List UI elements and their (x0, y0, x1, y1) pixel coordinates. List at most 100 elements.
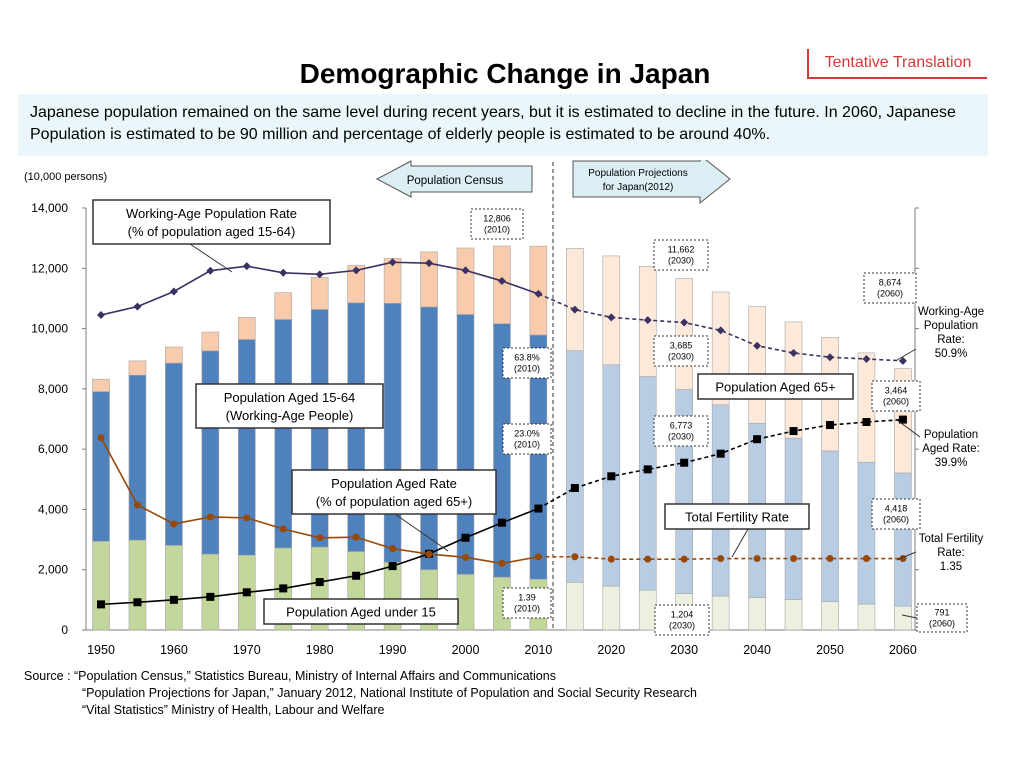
x-tick-label: 2060 (889, 643, 917, 657)
fertility-rate-point (826, 555, 834, 563)
annotation-working-2060-text: (2060) (883, 515, 909, 525)
x-tick-label: 2000 (452, 643, 480, 657)
bar-under15 (128, 539, 147, 631)
under15-callout-box (263, 598, 459, 625)
annotation-under15-2060-text: 791 (934, 608, 949, 618)
source-line-2: “Population Projections for Japan,” Janu… (82, 686, 697, 700)
fertility-rate-point (607, 555, 615, 563)
working-rate-callout-text: (% of population aged 15-64) (128, 224, 296, 239)
bar-15-64 (566, 350, 584, 583)
working-rate-point (315, 270, 324, 279)
projection-arrow (572, 160, 731, 205)
working-rate-label: Population (924, 320, 978, 332)
bar-under15 (784, 599, 803, 631)
aged-rate-point (680, 458, 689, 467)
fertility-rate-point (717, 555, 725, 563)
working-rate-point (169, 287, 178, 296)
y-tick-label: 12,000 (31, 261, 68, 275)
working-rate-point (206, 266, 215, 275)
source-line-3: “Vital Statistics” Ministry of Health, L… (82, 703, 385, 717)
working-rate-point (753, 341, 762, 350)
bar-65plus (602, 255, 621, 366)
bar-65plus (347, 264, 365, 304)
aged-rate-point (242, 588, 251, 597)
bar-under15 (748, 597, 766, 631)
annotation-working-rate-2010-box (502, 347, 552, 379)
annotation-total-2030-box (653, 239, 709, 271)
annotation-working-2030-box (653, 415, 709, 447)
working-rate-point (534, 289, 543, 298)
bar-65plus (92, 378, 110, 392)
bar-65plus (748, 306, 766, 424)
working-rate-point (789, 348, 798, 357)
annotation-working-2060-box (871, 498, 921, 530)
working-rate-point (607, 313, 616, 322)
x-tick-label: 2020 (597, 643, 625, 657)
bar-65plus (675, 278, 694, 390)
x-tick-label: 2050 (816, 643, 844, 657)
aged-rate-point (534, 504, 543, 513)
working-rate-callout-text: Working-Age Population Rate (126, 206, 297, 221)
annotation-under15-2060-text: (2060) (929, 619, 955, 629)
annotation-aged65-2060-box (871, 380, 921, 412)
working-rate-label: Working-Age (918, 306, 984, 318)
aged-rate-point (862, 418, 871, 427)
aged-rate-point (279, 584, 288, 593)
intro-text: Japanese population remained on the same… (18, 94, 988, 156)
annotation-total-2030-text: 11,662 (668, 245, 695, 255)
working-rate-label: 50.9% (935, 348, 968, 360)
aged-rate-point (497, 518, 506, 527)
working-people-callout-box (195, 383, 384, 429)
fertility-rate-point (389, 545, 397, 553)
working-rate-point (862, 355, 871, 364)
working-rate-point (461, 266, 470, 275)
bar-under15 (638, 589, 657, 631)
bar-under15 (821, 601, 839, 631)
fertility-rate-point (753, 555, 761, 563)
x-tick-label: 1950 (87, 643, 115, 657)
fertility-rate-point (498, 559, 506, 567)
projection-label: for Japan(2012) (603, 182, 674, 193)
fertility-rate-point (790, 555, 798, 563)
working-rate-point (133, 302, 142, 311)
aged-rate-callout-text: Population Aged Rate (331, 476, 457, 491)
working-rate-point (388, 258, 397, 267)
label-pointer (896, 551, 917, 561)
bar-under15 (602, 585, 621, 631)
annotation-under15-2030-text: 1,204 (671, 610, 694, 620)
aged-rate-point (898, 415, 907, 424)
source-line-1: Source : “Population Census,” Statistics… (24, 669, 556, 683)
bar-15-64 (165, 362, 183, 546)
aged65-callout-text: Population Aged 65+ (715, 380, 835, 395)
annotation-aged-rate-2010-text: 23.0% (514, 429, 540, 439)
working-rate-point (242, 262, 251, 271)
bar-15-64 (420, 306, 438, 570)
fertility-rate-point (206, 513, 214, 521)
fertility-rate-point (571, 553, 579, 561)
bar-under15 (857, 603, 876, 631)
working-rate-point (826, 353, 834, 362)
y-tick-label: 14,000 (31, 201, 68, 215)
bar-under15 (894, 605, 912, 631)
aged-rate-label: Population (924, 429, 978, 441)
y-tick-label: 10,000 (31, 322, 68, 336)
y-tick-label: 6,000 (38, 442, 68, 456)
working-rate-point (97, 311, 105, 320)
annotation-aged-rate-2010-text: (2010) (514, 440, 540, 450)
working-rate-point (570, 305, 579, 314)
callout-pointer (189, 243, 233, 273)
bar-65plus (566, 248, 584, 352)
annotation-aged65-2060-text: (2060) (883, 397, 909, 407)
fertility-rate-point (279, 525, 287, 533)
x-tick-label: 1970 (233, 643, 261, 657)
aged-rate-point (388, 562, 397, 571)
fertility-rate-label: Total Fertility (919, 533, 984, 545)
x-tick-label: 2040 (743, 643, 771, 657)
bar-15-64 (894, 472, 912, 607)
aged-rate-point (169, 595, 178, 604)
annotation-total-2010-text: 12,806 (483, 214, 511, 224)
annotation-pointer (901, 614, 918, 619)
annotation-total-2030-text: (2030) (668, 256, 694, 266)
aged-rate-callout-box (291, 469, 497, 515)
bar-65plus (128, 360, 147, 376)
